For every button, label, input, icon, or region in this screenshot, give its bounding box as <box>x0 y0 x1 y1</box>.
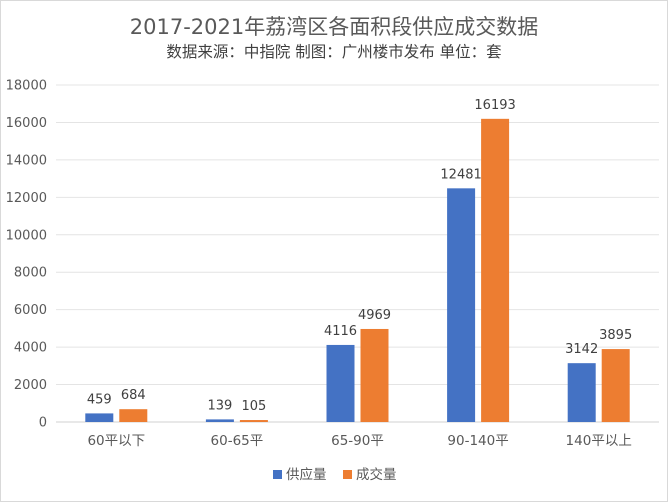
x-category-label: 65-90平 <box>331 433 384 449</box>
data-label: 4116 <box>324 324 357 339</box>
bar-supply-2 <box>326 344 355 422</box>
data-label: 4969 <box>358 308 391 323</box>
y-tick-label: 4000 <box>14 341 47 356</box>
bar-supply-3 <box>447 188 476 422</box>
y-tick-label: 12000 <box>6 191 47 206</box>
bar-deal-1 <box>239 420 268 422</box>
legend-swatch <box>343 470 352 479</box>
data-label: 16193 <box>474 98 515 113</box>
x-category-label: 60平以下 <box>87 433 145 449</box>
y-axis-ticks: 0 2000 4000 6000 8000 10000 12000 14000 16000 180… <box>6 79 47 431</box>
bar-deal-3 <box>481 118 510 422</box>
data-label: 139 <box>207 398 232 413</box>
data-label: 684 <box>121 388 146 403</box>
x-category-label: 60-65平 <box>211 433 264 449</box>
y-tick-label: 16000 <box>6 116 47 131</box>
y-tick-label: 14000 <box>6 153 47 168</box>
legend-swatch <box>273 470 282 479</box>
x-axis-categories: 60平以下 60-65平 65-90平 90-140平 140平以上 <box>87 433 631 449</box>
x-category-label: 90-140平 <box>447 433 508 449</box>
data-label: 12481 <box>440 167 481 182</box>
bar-supply-0 <box>85 413 114 422</box>
bar-deal-2 <box>360 328 389 422</box>
bar-supply-1 <box>205 419 234 422</box>
bar-supply-4 <box>567 363 596 422</box>
y-tick-label: 0 <box>39 416 47 431</box>
bar-deal-4 <box>601 349 630 422</box>
chart-title: 2017-2021年荔湾区各面积段供应成交数据 <box>130 15 538 39</box>
legend: 供应量 成交量 <box>273 466 397 483</box>
legend-label: 成交量 <box>356 466 397 483</box>
y-tick-label: 8000 <box>14 266 47 281</box>
chart-subtitle: 数据来源：中指院 制图：广州楼市发布 单位：套 <box>166 42 501 61</box>
x-category-label: 140平以上 <box>566 433 632 449</box>
y-tick-label: 2000 <box>14 378 47 393</box>
y-tick-label: 10000 <box>6 228 47 243</box>
y-tick-label: 6000 <box>14 303 47 318</box>
data-label: 105 <box>241 399 266 414</box>
bars <box>85 118 630 422</box>
data-label: 3142 <box>565 342 598 357</box>
data-label: 3895 <box>599 328 632 343</box>
gridlines <box>56 84 659 423</box>
data-label: 459 <box>87 392 112 407</box>
y-tick-label: 18000 <box>6 79 47 94</box>
legend-label: 供应量 <box>286 466 327 483</box>
bar-deal-0 <box>119 409 148 422</box>
